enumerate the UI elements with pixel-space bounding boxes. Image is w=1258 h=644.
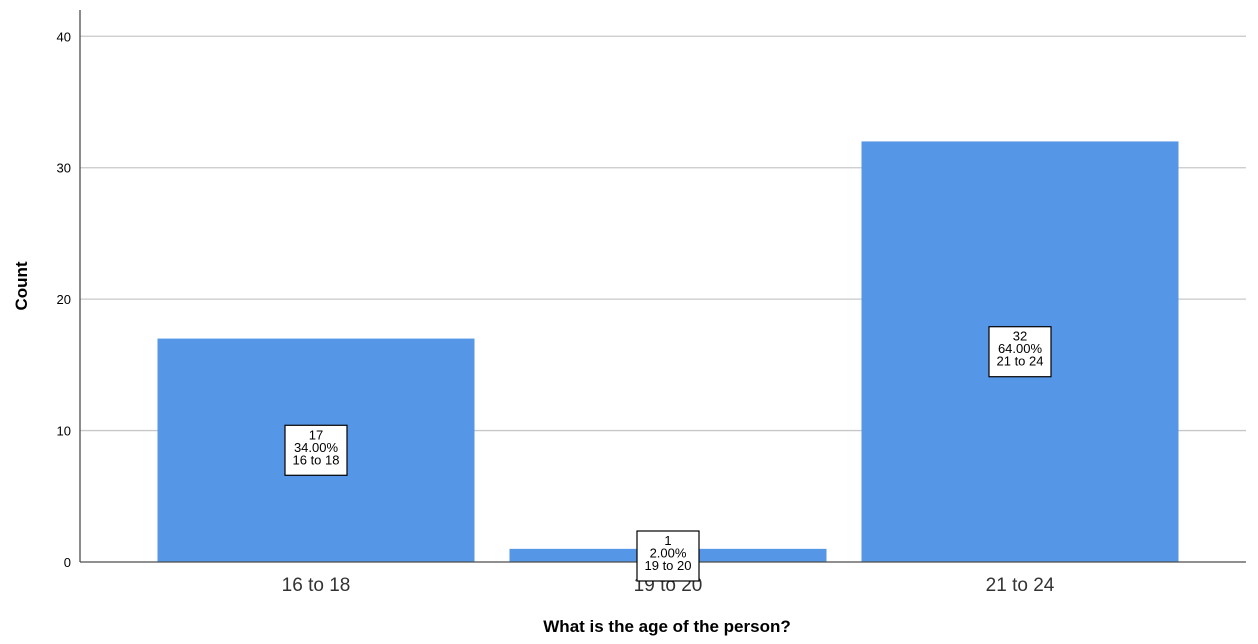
- data-label-text: 17: [309, 427, 323, 442]
- data-label-text: 32: [1013, 329, 1027, 344]
- data-label-text: 1: [664, 533, 671, 548]
- data-label-text: 2.00%: [650, 546, 687, 561]
- data-label-text: 21 to 24: [997, 354, 1044, 369]
- data-label-text: 34.00%: [294, 440, 339, 455]
- x-tick-label: 21 to 24: [986, 575, 1055, 596]
- data-label-box: [988, 326, 1052, 378]
- x-axis-title: What is the age of the person?: [543, 617, 790, 636]
- data-label-text: 16 to 18: [293, 452, 340, 467]
- y-tick-label: 10: [57, 424, 71, 439]
- y-axis-title: Count: [12, 261, 31, 310]
- data-label: 12.00%19 to 20: [636, 530, 700, 582]
- x-tick-label: 16 to 18: [282, 575, 351, 596]
- y-tick-label: 40: [57, 29, 71, 44]
- y-tick-label: 0: [64, 555, 71, 570]
- data-label-text: 19 to 20: [645, 558, 692, 573]
- y-tick-label: 20: [57, 292, 71, 307]
- data-label-box: [636, 530, 700, 582]
- y-tick-labels: 0 10 20 30 40: [57, 29, 71, 570]
- data-label-box: [284, 424, 348, 476]
- y-tick-label: 30: [57, 161, 71, 176]
- data-label-text: 64.00%: [998, 341, 1043, 356]
